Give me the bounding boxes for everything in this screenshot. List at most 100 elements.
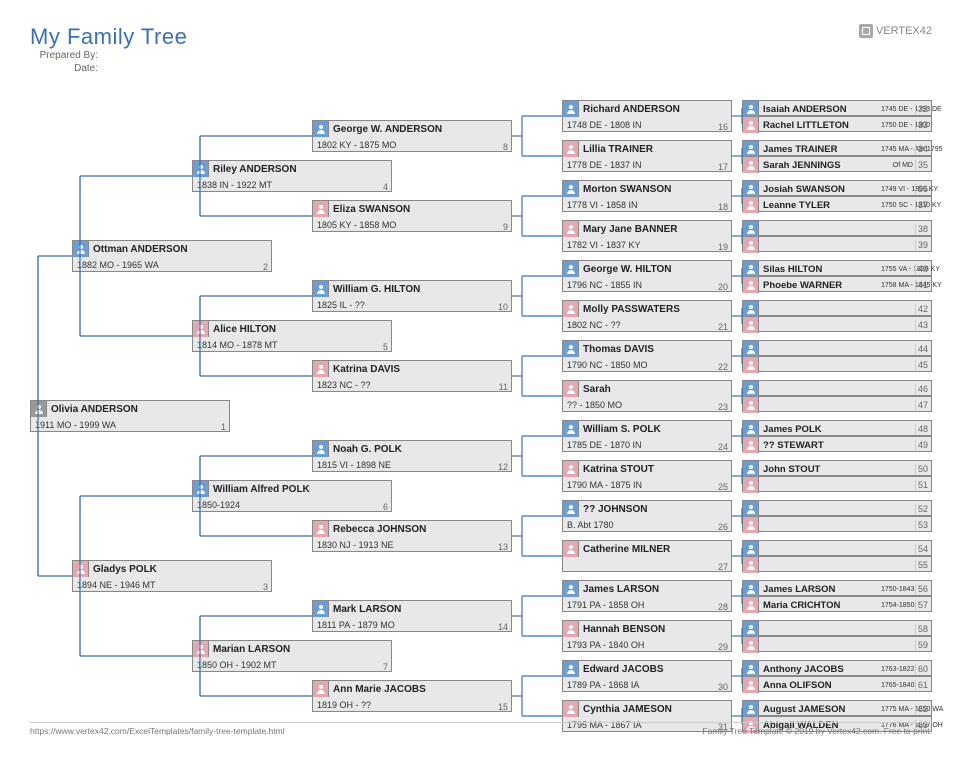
- person-node-10: William G. HILTON1825 IL - ??10: [312, 280, 512, 312]
- person-number: 44: [915, 344, 931, 354]
- person-node-14: Mark LARSON1811 PA - 1879 MO14: [312, 600, 512, 632]
- person-number: 10: [498, 302, 508, 312]
- person-node-53: 53: [742, 516, 932, 532]
- person-number: 35: [915, 160, 931, 170]
- person-name: James POLK: [759, 424, 911, 435]
- person-node-55: 55: [742, 556, 932, 572]
- person-icon: [313, 521, 329, 537]
- person-node-20: George W. HILTON1796 NC - 1855 IN20: [562, 260, 732, 292]
- person-number: 37: [915, 200, 931, 210]
- person-icon: [193, 641, 209, 657]
- person-name: George W. HILTON: [579, 264, 731, 275]
- person-number: 46: [915, 384, 931, 394]
- person-name: James LARSON: [759, 584, 879, 595]
- person-icon: [743, 677, 759, 693]
- person-icon: [743, 341, 759, 357]
- person-number: 23: [718, 402, 728, 412]
- person-number: 24: [718, 442, 728, 452]
- person-number: 8: [503, 142, 508, 152]
- person-node-17: Lillia TRAINER1778 DE - 1837 IN17: [562, 140, 732, 172]
- person-name: Edward JACOBS: [579, 664, 731, 675]
- person-name: Ottman ANDERSON: [89, 244, 271, 255]
- person-dates: 1763-1822: [879, 666, 915, 673]
- person-name: Ann Marie JACOBS: [329, 684, 511, 695]
- person-icon: [563, 381, 579, 397]
- person-number: 17: [718, 162, 728, 172]
- person-node-7: Marian LARSON1850 OH - 1902 MT7: [192, 640, 392, 672]
- person-dates: 1758 MA - 1845 KY: [879, 282, 915, 289]
- person-dates: 1802 KY - 1875 MO8: [313, 137, 511, 153]
- person-icon: [563, 541, 579, 557]
- person-icon: [313, 361, 329, 377]
- person-dates: 1778 VI - 1858 IN18: [563, 197, 731, 213]
- person-name: John STOUT: [759, 464, 911, 475]
- person-dates: 1775 MA - 1850 WA: [879, 706, 915, 713]
- person-icon: [563, 301, 579, 317]
- person-node-39: 39: [742, 236, 932, 252]
- person-node-51: 51: [742, 476, 932, 492]
- person-name: Phoebe WARNER: [759, 280, 879, 291]
- person-number: 38: [915, 224, 931, 234]
- person-icon: [313, 441, 329, 457]
- person-node-4: Riley ANDERSON1838 IN - 1922 MT4: [192, 160, 392, 192]
- person-dates: 1782 VI - 1837 KY19: [563, 237, 731, 253]
- person-icon: [563, 101, 579, 117]
- person-icon: [743, 357, 759, 373]
- person-dates: 1802 NC - ??21: [563, 317, 731, 333]
- person-node-50: John STOUT 50: [742, 460, 932, 476]
- person-dates: 1750-1843: [879, 586, 915, 593]
- person-name: James LARSON: [579, 584, 731, 595]
- person-name: Thomas DAVIS: [579, 344, 731, 355]
- person-icon: [563, 221, 579, 237]
- person-dates: 1823 NC - ??11: [313, 377, 511, 393]
- person-icon: [743, 157, 759, 173]
- person-icon: [563, 181, 579, 197]
- person-icon: [743, 621, 759, 637]
- person-dates: Of MD: [891, 162, 915, 169]
- person-node-9: Eliza SWANSON1805 KY - 1858 MO9: [312, 200, 512, 232]
- person-dates: 1793 PA - 1840 OH29: [563, 637, 731, 653]
- person-dates: 1765-1840: [879, 682, 915, 689]
- person-node-52: 52: [742, 500, 932, 516]
- person-number: 41: [915, 280, 931, 290]
- person-icon: [193, 161, 209, 177]
- person-icon: [73, 561, 89, 577]
- person-dates: 27: [563, 557, 731, 573]
- person-dates: 1819 OH - ??15: [313, 697, 511, 713]
- person-dates: 1894 NE - 1946 MT3: [73, 577, 271, 593]
- person-name: Anthony JACOBS: [759, 664, 879, 675]
- person-icon: [743, 557, 759, 573]
- person-name: Sarah: [579, 384, 731, 395]
- person-number: 9: [503, 222, 508, 232]
- person-name: Catherine MILNER: [579, 544, 731, 555]
- person-name: August JAMESON: [759, 704, 879, 715]
- person-name: George W. ANDERSON: [329, 124, 511, 135]
- person-node-11: Katrina DAVIS1823 NC - ??11: [312, 360, 512, 392]
- person-name: Leanne TYLER: [759, 200, 879, 211]
- person-name: Mary Jane BANNER: [579, 224, 731, 235]
- person-name: William S. POLK: [579, 424, 731, 435]
- person-dates: 1815 VI - 1898 NE12: [313, 457, 511, 473]
- person-dates: 1811 PA - 1879 MO14: [313, 617, 511, 633]
- person-name: Morton SWANSON: [579, 184, 731, 195]
- person-dates: 1789 PA - 1868 IA30: [563, 677, 731, 693]
- person-node-61: Anna OLIFSON1765-184061: [742, 676, 932, 692]
- person-number: 50: [915, 464, 931, 474]
- person-node-26: ?? JOHNSONB. Abt 178026: [562, 500, 732, 532]
- person-dates: 1805 KY - 1858 MO9: [313, 217, 511, 233]
- person-number: 2: [263, 262, 268, 272]
- person-icon: [193, 481, 209, 497]
- person-name: Rachel LITTLETON: [759, 120, 879, 131]
- person-number: 16: [718, 122, 728, 132]
- person-icon: [73, 241, 89, 257]
- person-dates: 1749 VI - 1805 KY: [879, 186, 915, 193]
- person-node-45: 45: [742, 356, 932, 372]
- person-node-40: Silas HILTON1755 VA - 1836 KY40: [742, 260, 932, 276]
- person-icon: [743, 221, 759, 237]
- person-icon: [743, 581, 759, 597]
- person-dates: 1785 DE - 1870 IN24: [563, 437, 731, 453]
- person-name: Rebecca JOHNSON: [329, 524, 511, 535]
- person-number: 11: [499, 382, 508, 392]
- person-node-19: Mary Jane BANNER 1782 VI - 1837 KY19: [562, 220, 732, 252]
- person-number: 43: [915, 320, 931, 330]
